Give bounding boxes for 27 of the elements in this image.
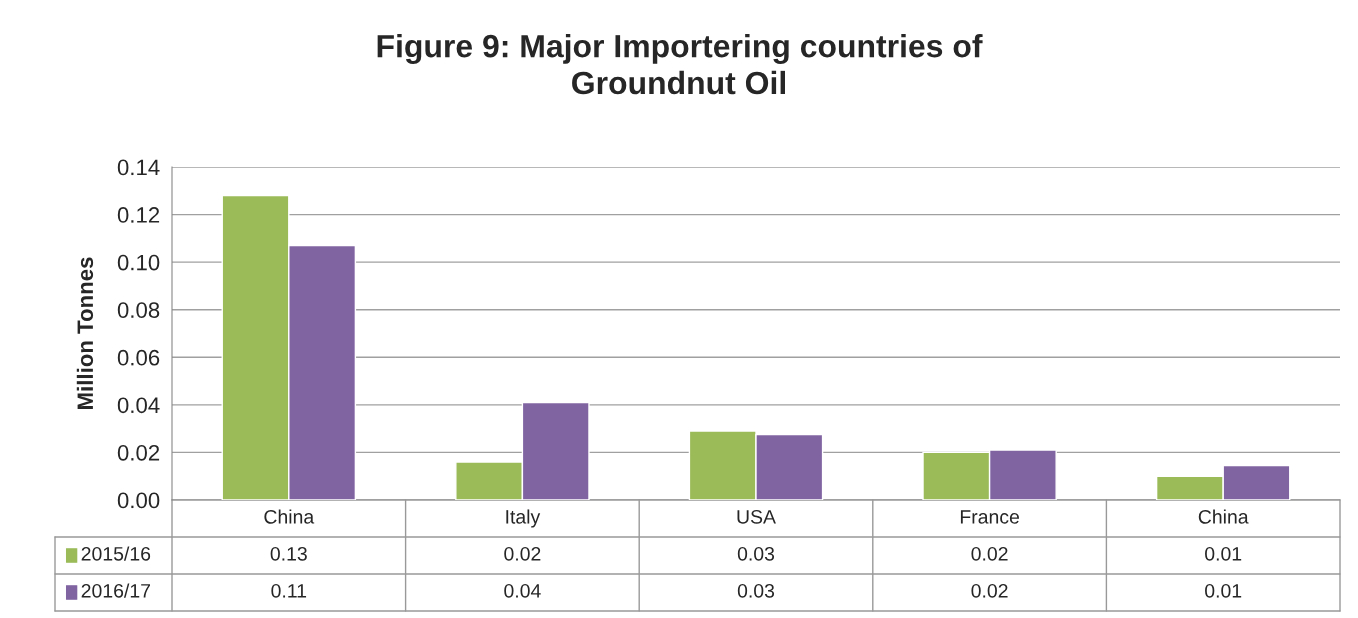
data-label: 0.04 xyxy=(504,583,541,598)
legend-label: 2015/16 xyxy=(81,546,151,561)
y-tick-label: 0.10 xyxy=(117,254,160,271)
data-label: 0.02 xyxy=(504,546,541,561)
chart-title: Figure 9: Major Importering countries of Groundnut Oil xyxy=(377,33,983,95)
data-label: 0.03 xyxy=(737,546,775,561)
x-tick-label: USA xyxy=(737,509,776,524)
data-label: 0.01 xyxy=(1205,546,1242,561)
data-label: 0.02 xyxy=(971,583,1008,598)
y-tick-label: 0.04 xyxy=(117,397,160,414)
y-tick-label: 0.08 xyxy=(117,302,160,318)
y-tick-label: 0.14 xyxy=(117,159,160,176)
y-tick-label: 0.12 xyxy=(117,207,160,223)
x-tick-label: Italy xyxy=(506,509,541,528)
legend-label: 2016/17 xyxy=(81,583,151,598)
x-tick-label: France xyxy=(960,510,1019,524)
data-label: 0.03 xyxy=(737,583,775,598)
data-label: 0.02 xyxy=(971,546,1008,561)
y-tick-label: 0.02 xyxy=(117,444,160,461)
data-label: 0.01 xyxy=(1205,583,1242,598)
x-tick-label: China xyxy=(1198,509,1249,524)
y-tick-label: 0.00 xyxy=(117,492,160,509)
data-label: 0.13 xyxy=(270,546,307,561)
x-tick-label: China xyxy=(264,509,315,524)
data-label: 0.11 xyxy=(271,583,307,598)
y-tick-label: 0.06 xyxy=(117,349,160,366)
y-axis-title: Million Tonnes xyxy=(76,257,94,409)
